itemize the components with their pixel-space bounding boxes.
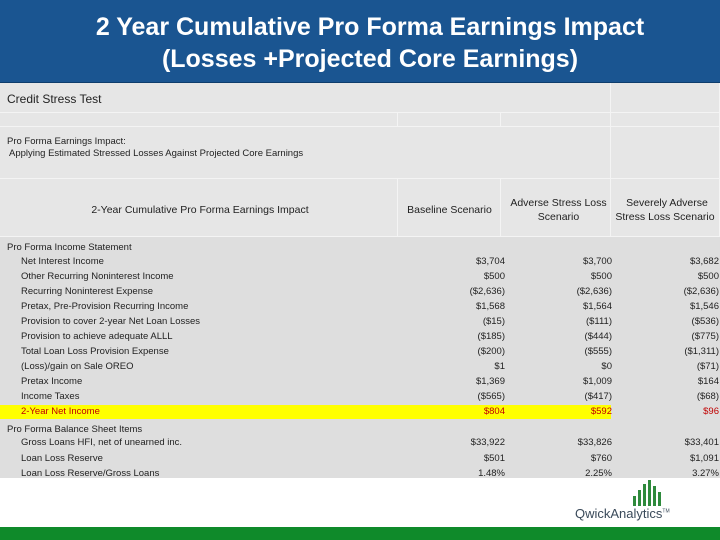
row-value-adverse: ($417)	[584, 391, 612, 402]
row-value-severe: ($536)	[691, 316, 719, 327]
cell-section2-right	[611, 127, 720, 179]
row-label: Net Interest Income	[21, 256, 104, 267]
slide-title-line2: (Losses +Projected Core Earnings)	[161, 45, 579, 73]
row-value-adverse: ($555)	[584, 346, 612, 357]
row-value-adverse: $3,700	[582, 256, 612, 267]
row-value-severe: ($1,311)	[684, 346, 719, 357]
cell-header-adverse	[501, 179, 611, 237]
row-value-severe: $33,401	[684, 437, 719, 448]
header-severe-line1: Severely Adverse	[626, 197, 708, 209]
row-value-baseline: $1,568	[475, 301, 505, 312]
cell-section1	[0, 83, 611, 113]
row-value-adverse: 2.25%	[585, 468, 612, 479]
row-label: 2-Year Net Income	[21, 406, 100, 417]
header-severe-line2: Stress Loss Scenario	[615, 211, 715, 223]
slide-title-bar: 2 Year Cumulative Pro Forma Earnings Imp…	[0, 0, 720, 84]
row-label: Loan Loss Reserve/Gross Loans	[21, 468, 160, 479]
row-value-baseline: $804	[483, 406, 505, 417]
row-value-severe: $96	[703, 406, 719, 417]
row-value-severe: 3.27%	[692, 468, 719, 479]
row-value-adverse: $1,009	[582, 376, 612, 387]
cell-spacer	[0, 113, 398, 127]
row-label: Total Loan Loss Provision Expense	[21, 346, 169, 357]
section-credit-stress-test: Credit Stress Test	[7, 92, 102, 106]
row-value-severe: $1,546	[689, 301, 719, 312]
row-label: (Loss)/gain on Sale OREO	[21, 361, 134, 372]
row-value-baseline: ($565)	[477, 391, 505, 402]
row-value-severe: $3,682	[689, 256, 719, 267]
income-statement-heading: Pro Forma Income Statement	[7, 242, 132, 253]
cell-spacer	[398, 113, 501, 127]
row-label: Pretax, Pre-Provision Recurring Income	[21, 301, 189, 312]
row-value-severe: ($68)	[696, 391, 719, 402]
header-adverse-line1: Adverse Stress Loss	[510, 197, 607, 209]
row-value-baseline: 1.48%	[478, 468, 505, 479]
qwickanalytics-logo: QwickAnalyticsTM	[575, 478, 695, 522]
row-label: Loan Loss Reserve	[21, 453, 103, 464]
cell-section2	[0, 127, 611, 179]
row-value-baseline: ($15)	[482, 316, 505, 327]
cell-section1-right	[611, 83, 720, 113]
row-value-severe: ($71)	[696, 361, 719, 372]
row-value-adverse: $592	[590, 406, 612, 417]
row-value-severe: $500	[697, 271, 719, 282]
cell-header-baseline	[398, 179, 501, 237]
row-value-adverse: $760	[590, 453, 612, 464]
header-baseline: Baseline Scenario	[407, 204, 492, 216]
spreadsheet-table: Credit Stress Test Pro Forma Earnings Im…	[0, 83, 720, 479]
cell-spacer	[501, 113, 611, 127]
row-value-baseline: ($200)	[477, 346, 505, 357]
cell-header-label	[0, 179, 398, 237]
footer-bar	[0, 527, 720, 540]
row-value-baseline: ($2,636)	[469, 286, 505, 297]
row-value-baseline: $33,922	[470, 437, 505, 448]
row-label: Provision to achieve adequate ALLL	[21, 331, 173, 342]
row-value-baseline: $3,704	[475, 256, 505, 267]
net-income-highlight	[0, 405, 611, 419]
row-label: Other Recurring Noninterest Income	[21, 271, 174, 282]
row-label: Income Taxes	[21, 391, 80, 402]
row-value-severe: $1,091	[689, 453, 719, 464]
row-value-baseline: ($185)	[477, 331, 505, 342]
row-value-adverse: $0	[601, 361, 612, 372]
row-value-baseline: $1,369	[475, 376, 505, 387]
row-value-adverse: ($111)	[585, 316, 612, 327]
row-value-baseline: $1	[494, 361, 505, 372]
row-value-baseline: $501	[483, 453, 505, 464]
row-label: Gross Loans HFI, net of unearned inc.	[21, 437, 183, 448]
row-value-severe: $164	[697, 376, 719, 387]
section-earnings-impact-line2: Applying Estimated Stressed Losses Again…	[9, 148, 304, 159]
slide-title-line1: 2 Year Cumulative Pro Forma Earnings Imp…	[95, 13, 645, 41]
row-value-adverse: ($444)	[584, 331, 612, 342]
row-value-baseline: $500	[483, 271, 505, 282]
row-label: Pretax Income	[21, 376, 83, 387]
row-value-adverse: $33,826	[577, 437, 612, 448]
header-adverse-line2: Scenario	[537, 211, 580, 223]
row-value-adverse: $500	[590, 271, 612, 282]
cell-spacer	[611, 113, 720, 127]
row-value-severe: ($775)	[691, 331, 719, 342]
row-value-severe: ($2,636)	[683, 286, 719, 297]
header-cumulative-label: 2-Year Cumulative Pro Forma Earnings Imp…	[91, 204, 309, 216]
row-value-adverse: $1,564	[582, 301, 612, 312]
section-earnings-impact-line1: Pro Forma Earnings Impact:	[7, 136, 126, 147]
balance-sheet-heading: Pro Forma Balance Sheet Items	[7, 424, 143, 435]
row-label: Recurring Noninterest Expense	[21, 286, 154, 297]
logo-wordmark: QwickAnalyticsTM	[575, 506, 670, 521]
bar-chart-logo-icon	[633, 480, 663, 506]
row-label: Provision to cover 2-year Net Loan Losse…	[21, 316, 201, 327]
row-value-adverse: ($2,636)	[576, 286, 612, 297]
